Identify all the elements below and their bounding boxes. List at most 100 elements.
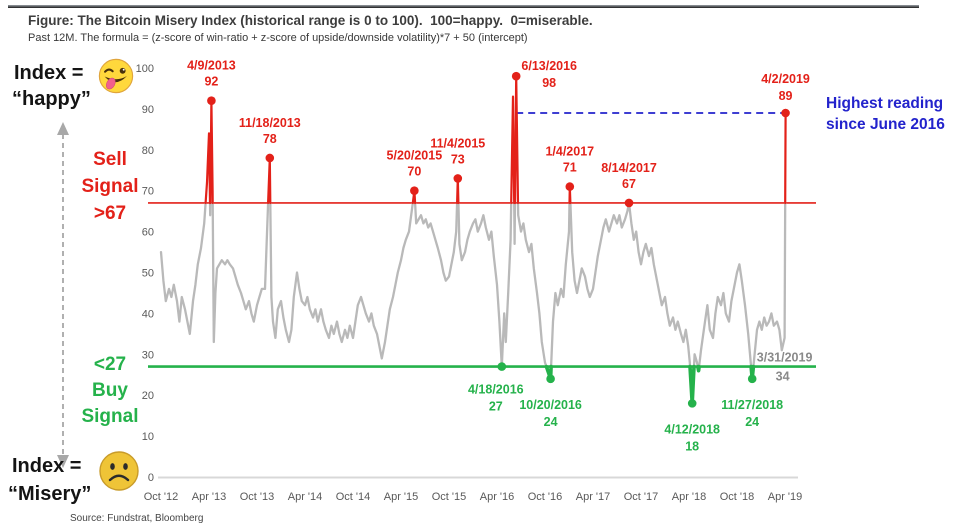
sell-annotation-dot [511, 71, 521, 81]
buy-annotation-value: 24 [745, 415, 759, 429]
winking-tongue-emoji-icon [98, 58, 134, 94]
y-tick-label: 80 [142, 145, 154, 157]
callout-line2: since June 2016 [826, 116, 945, 133]
y-tick-label: 90 [142, 104, 154, 116]
series-line-segment [695, 364, 701, 373]
series-line-segment [457, 201, 513, 368]
series-line-segment [692, 353, 699, 368]
x-tick-label: Apr '17 [576, 491, 611, 503]
series-line-segment [513, 75, 520, 205]
series-line-segment [569, 201, 692, 368]
series-line-segment [513, 201, 517, 246]
series-line-segment [688, 364, 696, 406]
misery-index-label-line1: Index = [12, 455, 82, 477]
sell-annotation-dot [265, 153, 275, 163]
y-tick-label: 30 [142, 349, 154, 361]
sell-annotation-value: 73 [451, 152, 465, 166]
y-tick-label: 60 [142, 227, 154, 239]
sell-annotation-date: 8/14/2017 [601, 161, 657, 175]
y-tick-label: 70 [142, 186, 154, 198]
sell-annotation-dot [410, 186, 419, 195]
x-tick-label: Oct '16 [528, 491, 563, 503]
x-tick-label: Oct '15 [432, 491, 467, 503]
buy-annotation-value: 18 [685, 439, 699, 453]
sell-annotation-value: 92 [204, 75, 218, 89]
series-line-segment [697, 263, 753, 368]
sell-annotation-value: 89 [779, 89, 793, 103]
happy-index-label-line1: Index = [14, 62, 84, 84]
x-tick-label: Apr '18 [672, 491, 707, 503]
figure-subtitle: Past 12M. The formula = (z-score of win-… [28, 32, 528, 44]
buy-signal-label: <27 Buy Signal [60, 352, 160, 430]
sell-annotation-dot [565, 182, 575, 191]
sell-annotation-value: 67 [622, 177, 636, 191]
x-tick-label: Apr '14 [288, 491, 323, 503]
top-divider-rule [8, 5, 919, 8]
sell-annotation-value: 98 [542, 76, 556, 90]
highest-reading-callout: Highest reading since June 2016 [826, 93, 962, 135]
source-note: Source: Fundstrat, Bloomberg [70, 513, 204, 524]
buy-signal-line1: <27 [93, 354, 127, 375]
buy-annotation-value: 27 [489, 400, 503, 414]
buy-annotation-date: 10/20/2016 [519, 398, 582, 412]
sell-annotation-date: 5/20/2015 [387, 149, 443, 163]
sell-annotation-value: 71 [563, 161, 577, 175]
sell-annotation-dot [207, 96, 216, 106]
sell-annotation-date: 4/2/2019 [761, 72, 810, 86]
series-line-segment [267, 156, 272, 205]
sell-signal-line3: >67 [93, 203, 127, 224]
x-tick-label: Apr '15 [384, 491, 419, 503]
y-tick-label: 40 [142, 308, 154, 320]
buy-annotation-value: 24 [544, 415, 558, 429]
sell-signal-line2: Signal [81, 176, 139, 197]
buy-annotation-date: 11/27/2018 [721, 398, 783, 412]
sad-face-emoji-icon [99, 451, 139, 491]
x-tick-label: Oct '13 [240, 491, 275, 503]
x-tick-label: Apr '13 [192, 491, 227, 503]
buy-annotation-dot [747, 374, 757, 384]
y-tick-label: 10 [142, 431, 154, 443]
sell-annotation-date: 11/4/2015 [430, 136, 485, 150]
buy-signal-line2: Buy [92, 380, 128, 401]
x-tick-label: Apr '16 [480, 491, 515, 503]
sell-annotation-date: 11/18/2013 [239, 116, 301, 130]
callout-line1: Highest reading [826, 95, 944, 112]
y-tick-label: 20 [142, 390, 154, 402]
y-tick-label: 50 [142, 268, 154, 280]
misery-index-label-line2: “Misery” [8, 483, 92, 505]
series-line-segment [413, 201, 459, 282]
buy-signal-line3: Signal [81, 406, 139, 427]
current-value-label: 34 [776, 370, 790, 384]
series-line-segment [549, 201, 571, 368]
x-tick-label: Oct '14 [336, 491, 371, 503]
x-tick-label: Apr '19 [768, 491, 803, 503]
happy-index-label-line2: “happy” [12, 88, 91, 110]
x-tick-label: Oct '17 [624, 491, 659, 503]
sell-signal-label: Sell Signal >67 [60, 146, 160, 227]
buy-annotation-dot [687, 399, 697, 408]
sell-annotation-value: 70 [407, 165, 421, 179]
sell-annotation-date: 1/4/2017 [545, 145, 594, 159]
series-line-segment [510, 95, 516, 205]
buy-annotation-dot [546, 374, 555, 384]
sell-signal-line1: Sell [93, 149, 127, 170]
series-line-segment [211, 201, 270, 344]
buy-annotation-date: 4/12/2018 [664, 422, 720, 436]
series-line-segment [516, 201, 548, 368]
y-tick-label: 100 [136, 63, 154, 75]
x-tick-label: Oct '12 [144, 491, 179, 503]
figure-title: Figure: The Bitcoin Misery Index (histor… [28, 13, 593, 28]
sell-annotation-dot [781, 108, 790, 118]
happy-misery-range-arrow-icon [57, 122, 69, 468]
series-line-segment [269, 201, 414, 360]
sell-annotation-value: 78 [263, 132, 277, 146]
sell-annotation-date: 6/13/2016 [521, 59, 577, 73]
series-line-segment [204, 132, 212, 205]
series-line-segment [209, 99, 214, 205]
current-date-label: 3/31/2019 [757, 351, 813, 365]
sell-annotation-date: 4/9/2013 [187, 59, 236, 73]
sell-annotation-dot [624, 198, 634, 208]
series-line-segment [752, 201, 787, 368]
